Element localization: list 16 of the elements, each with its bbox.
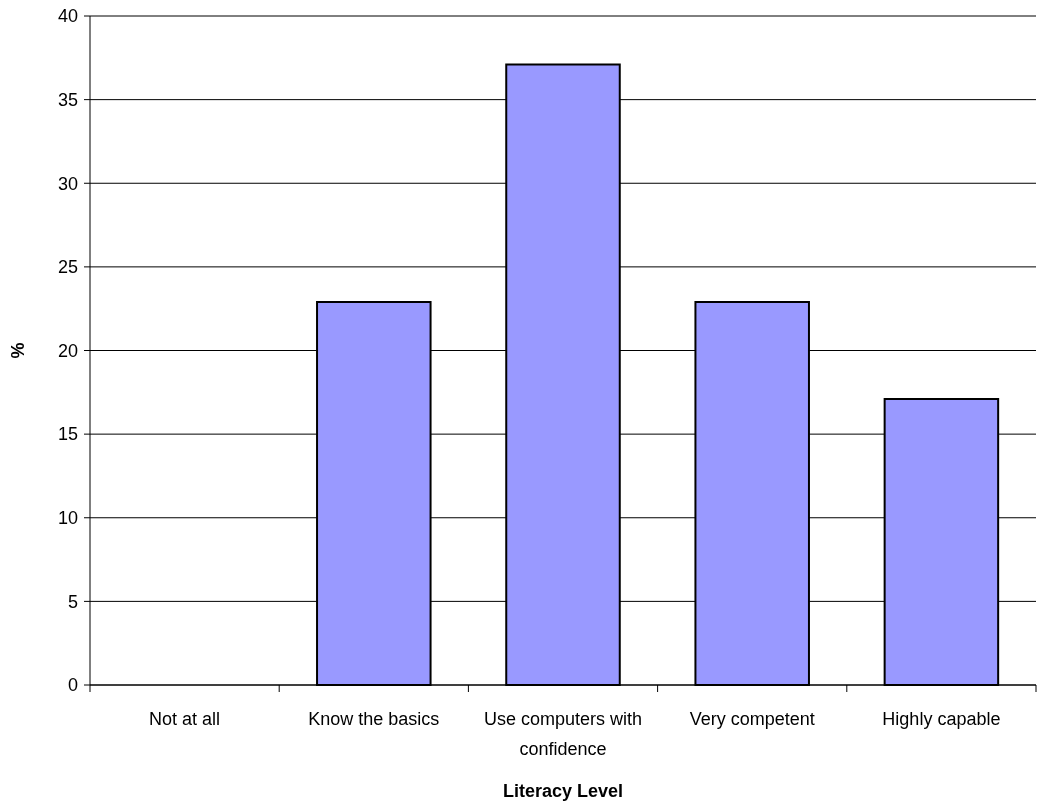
- y-tick-label: 15: [57, 424, 78, 445]
- x-tick-label: Highly capable: [882, 709, 1001, 729]
- y-tick-label: 5: [67, 591, 78, 612]
- x-tick-label: Very competent: [689, 709, 815, 729]
- x-tick-label: Use computers with confidence: [483, 709, 643, 759]
- y-tick-label: 20: [57, 340, 78, 361]
- y-tick-label: 10: [57, 508, 78, 529]
- x-tick-label: Know the basics: [308, 709, 440, 729]
- y-tick-label: 0: [67, 675, 78, 696]
- y-tick-label: 35: [57, 89, 78, 110]
- y-axis-title: %: [8, 342, 28, 359]
- x-tick-label: Not at all: [149, 709, 221, 729]
- y-tick-label: 40: [57, 6, 78, 27]
- x-axis-title: Literacy Level: [502, 781, 624, 801]
- y-tick-label: 30: [57, 173, 78, 194]
- y-tick-label: 25: [57, 257, 78, 278]
